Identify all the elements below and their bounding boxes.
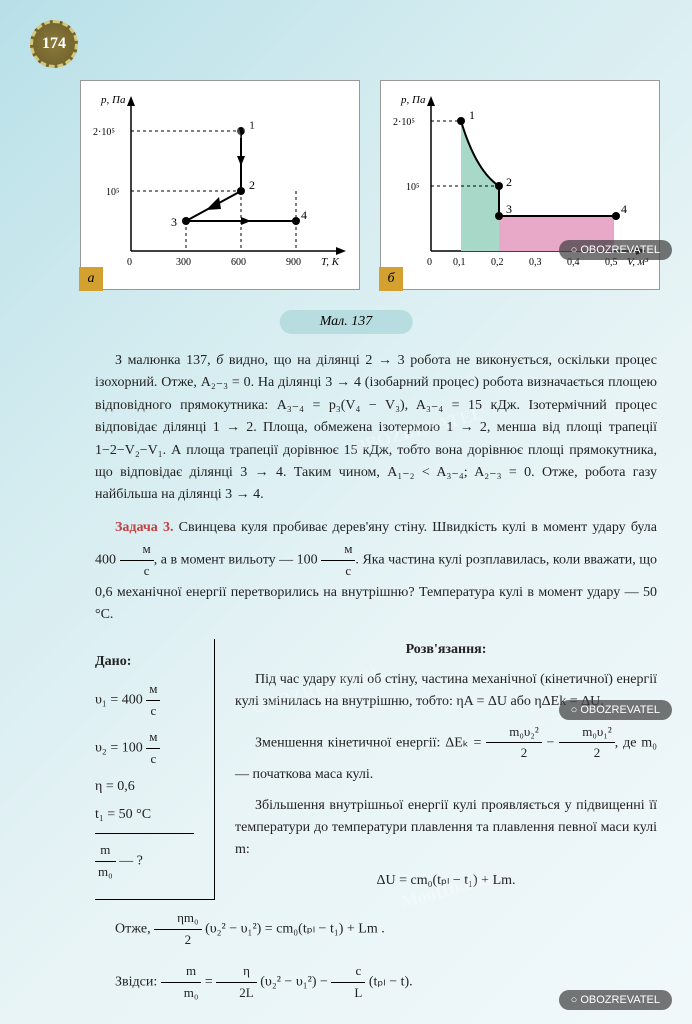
watermark-badge: ○ OBOZREVATEL (559, 990, 672, 1010)
given-v2: υ₂ = 100 мс (95, 727, 194, 770)
page-number-badge: 174 (30, 20, 78, 68)
tick: 0 (427, 257, 432, 268)
problem-label: Задача 3. (115, 520, 173, 535)
watermark-badge: ○ OBOZREVATEL (559, 240, 672, 260)
pt4b: 4 (621, 202, 627, 216)
pt3b: 3 (506, 202, 512, 216)
p1-start: З малюнка 137, (115, 353, 216, 368)
given-column: Дано: υ₁ = 400 мс υ₂ = 100 мс η = 0,6 t₁… (95, 639, 215, 901)
pt3: 3 (171, 215, 177, 229)
solution-label: Розв'язання: (406, 642, 487, 657)
p1-rest: видно, що на ділянці 2 → 3 робота не вик… (95, 353, 657, 502)
given-question: mm₀ — ? (95, 833, 194, 883)
solution-p4: Отже, ηm₀2 (υ₂² − υ₁²) = cm₀(tₚₗ − t₁) +… (95, 908, 657, 951)
chart-a-letter: а (79, 267, 103, 291)
watermark-badge: ○ OBOZREVATEL (559, 700, 672, 720)
given-t1: t₁ = 50 °C (95, 804, 194, 826)
solution-eq1: ΔU = cm₀(tₚₗ − t₁) + Lm. (235, 870, 657, 892)
tick: 10⁵ (406, 182, 420, 193)
pt1b: 1 (469, 108, 475, 122)
given-solution-row: Дано: υ₁ = 400 мс υ₂ = 100 мс η = 0,6 t₁… (95, 639, 657, 901)
tick: 0,2 (491, 257, 504, 268)
tick: 600 (231, 257, 246, 268)
tick: 0,3 (529, 257, 542, 268)
solution-column: Розв'язання: Під час удару кулі об стіну… (215, 639, 657, 901)
tick: 900 (286, 257, 301, 268)
unit-frac: мс (120, 539, 154, 582)
chart-a-svg: p, Па 2·10⁵ 10⁵ 0 300 600 900 T, K 1 2 3… (91, 91, 351, 281)
tick: 300 (176, 257, 191, 268)
tick: 0,1 (453, 257, 466, 268)
chart-a-xlabel: T, K (321, 256, 340, 268)
paragraph-1: З малюнка 137, б видно, що на ділянці 2 … (95, 350, 657, 507)
solution-p2: Зменшення кінетичної енергії: ΔEₖ = m₀υ₂… (235, 722, 657, 787)
pt2b: 2 (506, 175, 512, 189)
tick: 0 (127, 257, 132, 268)
unit-frac2: мс (321, 539, 355, 582)
chart-a: p, Па 2·10⁵ 10⁵ 0 300 600 900 T, K 1 2 3… (80, 80, 360, 290)
solution-p3: Збільшення внутрішньої енергії кулі проя… (235, 795, 657, 862)
pt2: 2 (249, 178, 255, 192)
chart-b-ylabel: p, Па (400, 94, 426, 106)
given-v1: υ₁ = 400 мс (95, 679, 194, 722)
figure-caption: Мал. 137 (280, 310, 413, 334)
pt4: 4 (301, 208, 307, 222)
problem-t2: , а в момент вильоту — 100 (154, 553, 321, 568)
problem-statement: Задача 3. Свинцева куля пробиває дерев'я… (95, 517, 657, 627)
tick: 2·10⁵ (93, 127, 115, 138)
chart-b-letter: б (379, 267, 403, 291)
given-label: Дано: (95, 651, 194, 673)
body-text: З малюнка 137, б видно, що на ділянці 2 … (95, 350, 657, 1013)
chart-a-ylabel: p, Па (100, 94, 126, 106)
pt1: 1 (249, 118, 255, 132)
given-eta: η = 0,6 (95, 776, 194, 798)
tick: 2·10⁵ (393, 117, 415, 128)
tick: 10⁵ (106, 187, 120, 198)
